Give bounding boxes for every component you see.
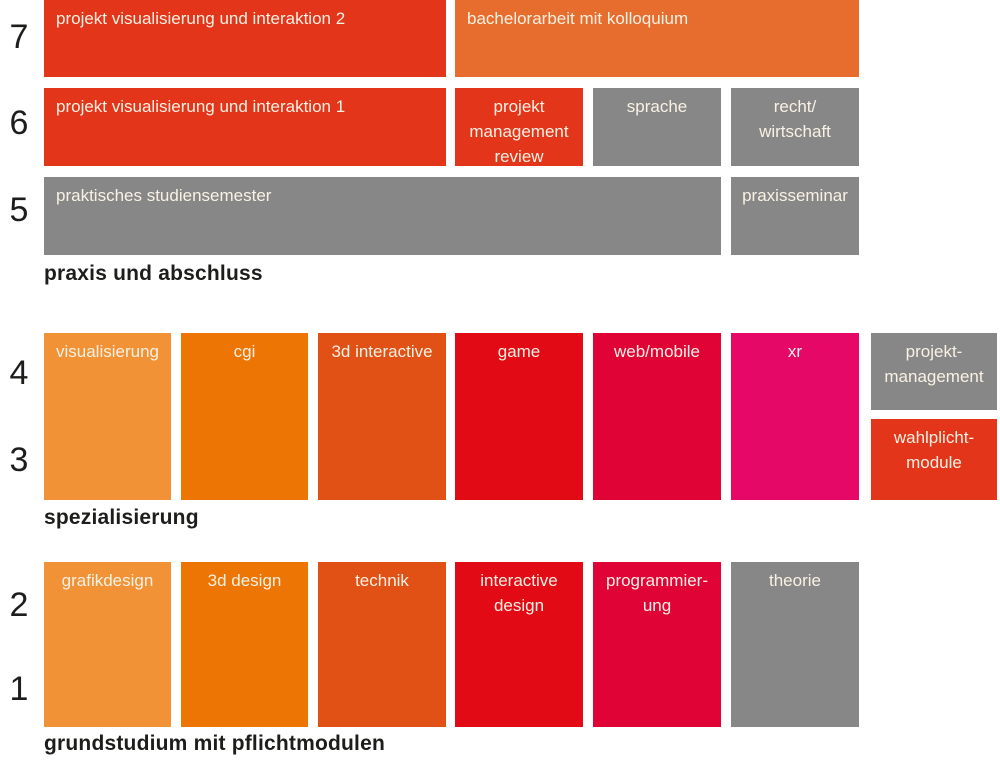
block-projekt-visualisierung-interaktion-1: projekt visualisierung und interaktion 1 — [44, 88, 446, 166]
block-projekt-visualisierung-interaktion-2: projekt visualisierung und interaktion 2 — [44, 0, 446, 77]
semester-number-1: 1 — [9, 670, 29, 708]
block-grafikdesign: grafikdesign — [44, 562, 171, 727]
block-cgi: cgi — [181, 333, 308, 500]
section-label-grundstudium: grundstudium mit pflichtmodulen — [44, 732, 386, 755]
block-game: game — [455, 333, 583, 500]
block-projekt-management: projekt- management — [871, 333, 997, 410]
semester-number-3: 3 — [9, 441, 29, 479]
block-praxisseminar: praxisseminar — [731, 177, 859, 255]
block-recht-wirtschaft: recht/ wirtschaft — [731, 88, 859, 166]
block-3d-interactive: 3d interactive — [318, 333, 446, 500]
block-visualisierung: visualisierung — [44, 333, 171, 500]
section-label-spezialisierung: spezialisierung — [44, 506, 199, 529]
block-bachelorarbeit-mit-kolloquium: bachelorarbeit mit kolloquium — [455, 0, 859, 77]
semester-number-5: 5 — [9, 191, 29, 229]
block-wahlpflicht-module: wahlplicht- module — [871, 419, 997, 500]
semester-number-4: 4 — [9, 354, 29, 392]
block-sprache: sprache — [593, 88, 721, 166]
block-programmierung: programmier- ung — [593, 562, 721, 727]
block-xr: xr — [731, 333, 859, 500]
block-theorie: theorie — [731, 562, 859, 727]
block-technik: technik — [318, 562, 446, 727]
block-interactive-design: interactive design — [455, 562, 583, 727]
semester-number-2: 2 — [9, 586, 29, 624]
section-label-praxis-und-abschluss: praxis und abschluss — [44, 262, 263, 285]
semester-number-6: 6 — [9, 104, 29, 142]
block-3d-design: 3d design — [181, 562, 308, 727]
semester-number-7: 7 — [9, 18, 29, 56]
block-web-mobile: web/mobile — [593, 333, 721, 500]
block-projekt-management-review: projekt management review — [455, 88, 583, 166]
block-praktisches-studiensemester: praktisches studiensemester — [44, 177, 721, 255]
